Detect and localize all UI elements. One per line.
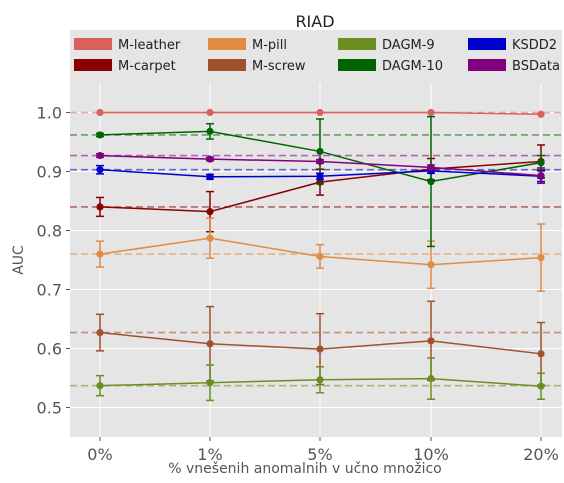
series-m-pill: [96, 217, 545, 293]
data-point: [537, 382, 545, 390]
legend-swatch: [338, 38, 376, 50]
plot-area: [70, 83, 562, 437]
data-point: [96, 108, 104, 117]
legend-label: KSDD2: [512, 38, 557, 53]
data-point: [537, 159, 545, 167]
data-point: [206, 340, 214, 348]
data-point: [96, 328, 104, 337]
series-group: [96, 108, 545, 402]
legend-label: DAGM-9: [382, 38, 435, 53]
data-point: [427, 261, 435, 269]
series-dagm-9: [96, 357, 545, 402]
data-point: [206, 127, 214, 135]
x-tick-label: 5%: [307, 445, 332, 464]
data-point: [537, 254, 545, 262]
data-point: [96, 166, 104, 174]
x-tick-label: 1%: [197, 445, 222, 464]
series-bsdata: [96, 151, 545, 185]
data-point: [206, 155, 214, 163]
data-point: [96, 250, 104, 258]
data-point: [206, 234, 214, 242]
y-tick-label: 0.5: [37, 399, 62, 418]
legend-item-ksdd2: KSDD2: [468, 38, 557, 53]
data-point: [427, 163, 435, 171]
data-point: [316, 376, 324, 384]
data-point: [316, 147, 324, 156]
data-point: [537, 110, 545, 118]
legend-swatch: [338, 59, 376, 71]
x-axis-ticks: 0% 1% 5% 10% 20%: [87, 437, 559, 464]
legend-label: M-pill: [252, 38, 287, 53]
data-point: [316, 172, 324, 180]
data-point: [206, 208, 214, 216]
legend-label: DAGM-10: [382, 59, 443, 74]
data-point: [96, 203, 104, 211]
legend-item-m-screw: M-screw: [208, 59, 306, 74]
data-point: [427, 177, 435, 186]
data-point: [537, 350, 545, 358]
data-point: [316, 345, 324, 353]
y-axis-ticks: 0.5 0.6 0.7 0.8 0.9 1.0: [37, 104, 70, 418]
data-point: [96, 131, 104, 139]
legend-item-bsdata: BSData: [468, 59, 560, 74]
legend-item-m-pill: M-pill: [208, 38, 287, 53]
data-point: [427, 374, 435, 383]
data-point: [96, 382, 104, 390]
legend-swatch: [208, 59, 246, 71]
data-point: [427, 337, 435, 345]
legend-label: M-carpet: [118, 59, 176, 74]
x-tick-label: 20%: [523, 445, 559, 464]
x-tick-label: 0%: [87, 445, 112, 464]
data-point: [537, 172, 545, 180]
legend-label: M-screw: [252, 59, 306, 74]
data-point: [206, 173, 214, 181]
data-point: [206, 108, 214, 117]
data-point: [316, 157, 324, 166]
y-tick-label: 0.9: [37, 163, 62, 182]
legend-label: BSData: [512, 59, 560, 74]
series-m-leather: [96, 108, 545, 118]
y-tick-label: 0.7: [37, 281, 62, 300]
legend-swatch: [208, 38, 246, 50]
y-tick-label: 1.0: [37, 104, 62, 123]
x-tick-label: 10%: [413, 445, 449, 464]
legend-swatch: [468, 59, 506, 71]
legend-label: M-leather: [118, 38, 181, 53]
legend-swatch: [74, 59, 112, 71]
legend-swatch: [74, 38, 112, 50]
x-axis-label: % vnešenih anomalnih v učno množico: [168, 461, 442, 477]
data-point: [96, 151, 104, 160]
legend: M-leather M-carpet M-pill M-screw DAGM-9 DAGM…: [74, 38, 560, 74]
data-point: [316, 108, 324, 117]
data-point: [427, 108, 435, 117]
legend-item-dagm-10: DAGM-10: [338, 59, 443, 74]
legend-item-m-carpet: M-carpet: [74, 59, 176, 74]
chart-title: RIAD: [295, 12, 334, 31]
legend-swatch: [468, 38, 506, 50]
legend-item-dagm-9: DAGM-9: [338, 38, 435, 53]
y-axis-label: AUC: [11, 245, 27, 275]
data-point: [316, 252, 324, 261]
y-tick-label: 0.6: [37, 340, 62, 359]
y-tick-label: 0.8: [37, 222, 62, 241]
data-point: [206, 379, 214, 387]
legend-item-m-leather: M-leather: [74, 38, 181, 53]
